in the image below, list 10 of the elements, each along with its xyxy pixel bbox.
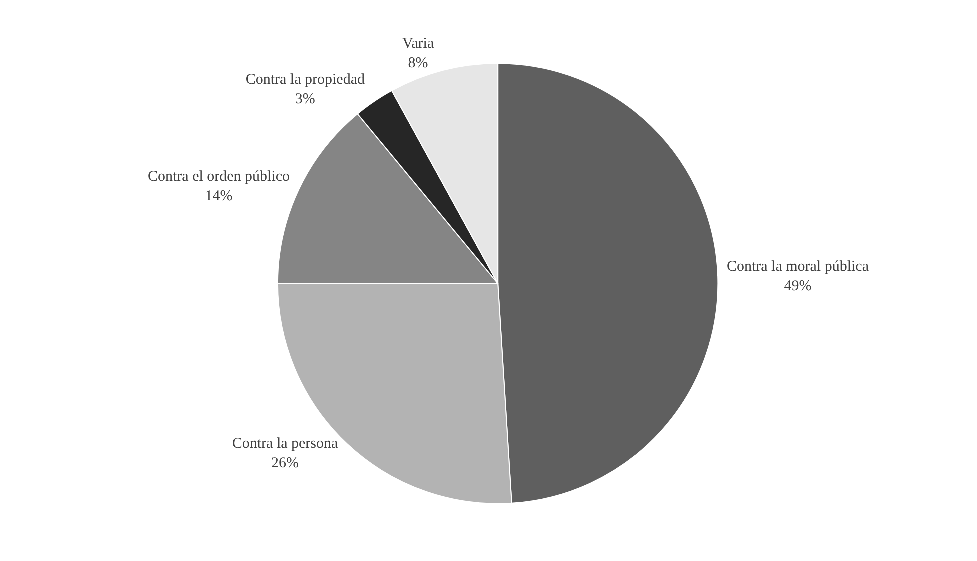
slice-label: Contra la moral pública (726, 259, 870, 276)
slice-label: Contra el orden público (148, 169, 290, 186)
data-label: 8% (408, 56, 428, 72)
data-label: 3% (295, 91, 316, 108)
data-label: 14% (205, 188, 233, 205)
slice-label: Contra la propiedad (246, 72, 366, 88)
data-label: 26% (272, 455, 300, 472)
data-label: 49% (784, 278, 812, 295)
slice-label: Contra la persona (232, 436, 339, 452)
slice-label: Varia (402, 36, 434, 52)
